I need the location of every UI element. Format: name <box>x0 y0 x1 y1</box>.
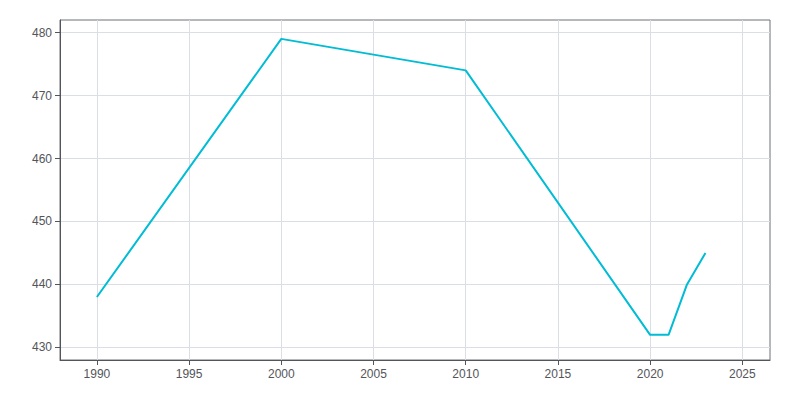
svg-text:1995: 1995 <box>176 367 203 381</box>
svg-text:1990: 1990 <box>84 367 111 381</box>
svg-text:2015: 2015 <box>545 367 572 381</box>
svg-text:2020: 2020 <box>637 367 664 381</box>
svg-text:460: 460 <box>32 152 52 166</box>
svg-text:440: 440 <box>32 277 52 291</box>
svg-text:450: 450 <box>32 214 52 228</box>
svg-text:470: 470 <box>32 89 52 103</box>
svg-text:2000: 2000 <box>268 367 295 381</box>
svg-text:430: 430 <box>32 340 52 354</box>
svg-text:2005: 2005 <box>360 367 387 381</box>
svg-text:2010: 2010 <box>452 367 479 381</box>
svg-text:2025: 2025 <box>729 367 756 381</box>
svg-text:480: 480 <box>32 26 52 40</box>
